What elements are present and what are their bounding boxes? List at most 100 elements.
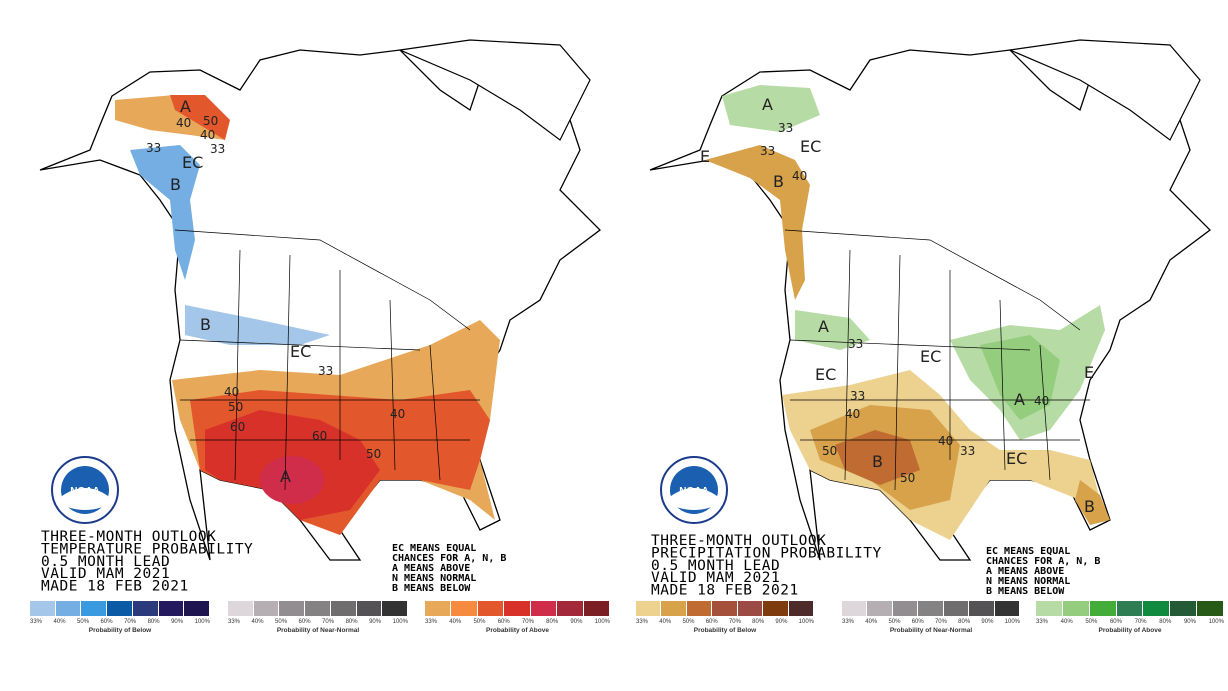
tick-label: 90% <box>775 619 788 625</box>
legend-swatch <box>1170 601 1198 616</box>
legend-above: 33% 40% 50% 60% 70% 80% 90% 100% Probability of… <box>425 601 610 641</box>
map-label: A <box>1014 390 1025 409</box>
legend-swatch <box>305 601 331 616</box>
legend-swatch <box>943 601 970 616</box>
legend-swatch <box>969 601 995 616</box>
legend-title: Probability of Near-Normal <box>276 627 360 634</box>
legend-swatch <box>425 601 452 616</box>
legend-swatch <box>30 601 56 616</box>
map-label: B <box>170 175 181 194</box>
legend-swatch <box>330 601 357 616</box>
color-bar <box>1036 601 1225 616</box>
legend-title: Probability of Above <box>1098 627 1162 634</box>
map-label: A <box>180 97 191 116</box>
map-label: EC <box>290 342 311 361</box>
tick-label: 70% <box>124 619 137 625</box>
legend-swatch <box>583 601 610 616</box>
alaska-above <box>722 85 820 132</box>
tick-label: 50% <box>275 619 288 625</box>
legend-swatch <box>737 601 764 616</box>
map-label: 33 <box>760 144 775 158</box>
tick-label: 80% <box>752 619 765 625</box>
legend-swatch <box>1062 601 1090 616</box>
legend-above: 33% 40% 50% 60% 70% 80% 90% 100% Probability of… <box>1036 601 1225 641</box>
tick-label: 90% <box>369 619 382 625</box>
legend-swatch <box>228 601 254 616</box>
legend-title: Probability of Below <box>693 627 757 634</box>
legend-swatch <box>253 601 280 616</box>
tick-label: 100% <box>392 619 408 625</box>
northwest-above <box>795 310 870 350</box>
tick-label: 90% <box>570 619 583 625</box>
legend-swatch <box>763 601 789 616</box>
legend-swatch <box>477 601 505 616</box>
tick-label: 33% <box>842 619 855 625</box>
tick-label: 33% <box>425 619 438 625</box>
legend-below: 33% 40% 50% 60% 70% 80% 90% 100% Probability of… <box>636 601 814 641</box>
greenland-outline <box>1007 39 1201 141</box>
map-label: 60 <box>312 429 327 443</box>
southwest-below-50 <box>835 430 920 485</box>
map-label: 40 <box>1034 394 1049 408</box>
legend-swatch <box>788 601 814 616</box>
legend-below: 33% 40% 50% 60% 70% 80% 90% 100% Probability of… <box>30 601 211 641</box>
tick-label: 80% <box>147 619 160 625</box>
map-label: 40 <box>390 407 405 421</box>
legend-swatch <box>158 601 185 616</box>
tick-label: 100% <box>798 619 814 625</box>
temperature-outlook-panel: A 40 50 40 33 EC 33 B B EC 33 40 50 60 6… <box>30 39 610 641</box>
map-label: 50 <box>228 400 243 414</box>
tick-label: 50% <box>888 619 901 625</box>
map-label: 33 <box>146 141 161 155</box>
color-bar <box>636 601 814 616</box>
tick-label: 80% <box>345 619 358 625</box>
tick-labels: 33% 40% 50% 60% 70% 80% 90% 100% <box>636 619 814 625</box>
legend-swatch <box>1116 601 1144 616</box>
legend-swatch <box>636 601 662 616</box>
legend-swatch <box>55 601 82 616</box>
legend-swatch <box>994 601 1020 616</box>
legend-swatch <box>1143 601 1171 616</box>
alaska-above-50 <box>170 95 230 140</box>
map-label: A <box>762 95 773 114</box>
tick-labels: 33% 40% 50% 60% 70% 80% 90% 100% <box>425 619 610 625</box>
tick-label: 90% <box>171 619 184 625</box>
tick-label: 60% <box>911 619 924 625</box>
tick-label: 80% <box>958 619 971 625</box>
legend-swatch <box>892 601 919 616</box>
texas-above-70 <box>260 456 324 504</box>
tick-label: 90% <box>981 619 994 625</box>
legend-swatch <box>712 601 738 616</box>
map-label: 40 <box>792 169 807 183</box>
map-label: 40 <box>200 128 215 142</box>
map-label: 33 <box>960 444 975 458</box>
map-labels: A 33 EC 33 B 40 E A 33 EC EC 33 40 A 40 … <box>700 95 1095 516</box>
tick-label: 33% <box>30 619 43 625</box>
noaa-logo: NOAA <box>51 456 119 524</box>
tick-label: 80% <box>546 619 559 625</box>
tick-label: 60% <box>1109 619 1122 625</box>
tick-label: 50% <box>1085 619 1098 625</box>
tick-label: 40% <box>659 619 672 625</box>
legend-swatch <box>557 601 584 616</box>
precipitation-outlook-panel: A 33 EC 33 B 40 E A 33 EC EC 33 40 A 40 … <box>614 0 1228 691</box>
legend-swatch <box>184 601 211 616</box>
map-label: 40 <box>938 434 953 448</box>
map-label: 33 <box>778 121 793 135</box>
greenland-outline <box>397 39 591 141</box>
alaska-below <box>705 145 810 300</box>
legend-swatch <box>504 601 531 616</box>
map-label: 40 <box>176 116 191 130</box>
boundaries <box>784 229 1090 491</box>
map-label: B <box>773 172 784 191</box>
legend-swatch <box>1036 601 1063 616</box>
noaa-logo: NOAA <box>660 456 728 524</box>
tick-label: 50% <box>473 619 486 625</box>
legend-swatch <box>107 601 133 616</box>
tick-label: 33% <box>228 619 241 625</box>
precipitation-map: A 33 EC 33 B 40 E A 33 EC EC 33 40 A 40 … <box>649 39 1211 561</box>
tick-label: 70% <box>934 619 947 625</box>
tick-label: 70% <box>1134 619 1147 625</box>
